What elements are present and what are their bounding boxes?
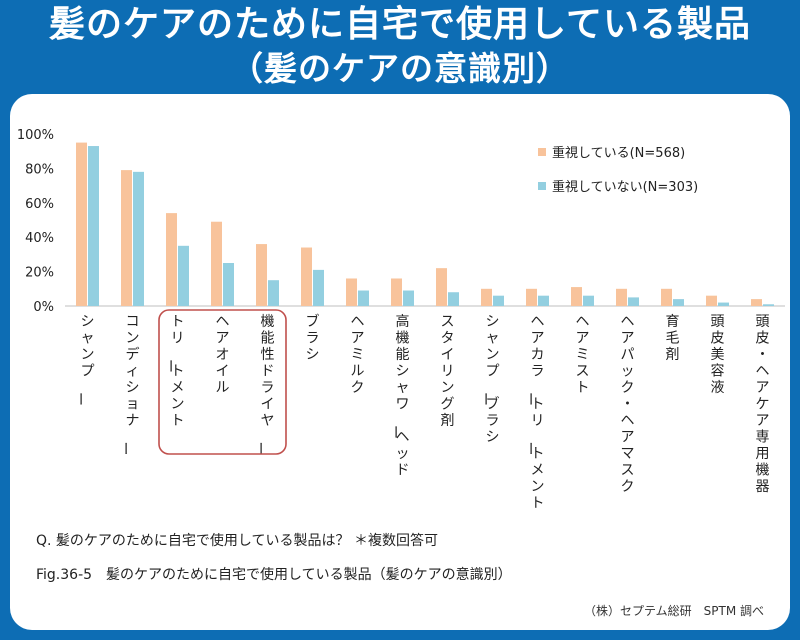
- bar-series1: [436, 268, 447, 306]
- category-label: 高機能シャワーヘッド: [387, 313, 410, 479]
- category-label: ブラシ: [306, 313, 320, 363]
- bar-series1: [571, 287, 582, 306]
- bar-series2: [718, 302, 729, 306]
- category-label: ヘアミスト: [576, 314, 590, 396]
- bar-series1: [76, 142, 87, 306]
- bar-series2: [88, 146, 99, 306]
- bar-series1: [391, 278, 402, 306]
- bar-series2: [538, 295, 549, 306]
- legend-label: 重視していない(N=303): [552, 179, 698, 195]
- bar-series1: [301, 247, 312, 306]
- bar-series2: [268, 280, 279, 306]
- bar-series1: [706, 295, 717, 306]
- bar-series1: [661, 288, 672, 306]
- category-label: 機能性ドライヤー: [252, 314, 275, 456]
- survey-question: Q. 髪のケアのために自宅で使用している製品は？ ＊複数回答可: [36, 533, 438, 549]
- bar-series1: [211, 221, 222, 306]
- chart-panel: 0% 20% 40% 60% 80% 100% シャンプー コンディショナー トリートメント ヘア…: [10, 94, 790, 630]
- highlight-box: [158, 309, 287, 455]
- category-label: コンディショナー: [117, 314, 140, 456]
- legend-swatch: [538, 182, 546, 190]
- bar-series2: [178, 245, 189, 306]
- bar-series1: [166, 213, 177, 306]
- category-label: 頭皮美容液: [711, 314, 725, 396]
- bar-series1: [526, 288, 537, 306]
- legend-swatch: [538, 148, 546, 156]
- bar-series2: [223, 263, 234, 306]
- y-tick-label: 0%: [33, 300, 54, 315]
- bar-series1: [751, 299, 762, 306]
- bar-series2: [448, 292, 459, 306]
- bar-series1: [256, 244, 267, 306]
- bar-series1: [121, 170, 132, 306]
- bar-series2: [628, 297, 639, 306]
- category-label: シャンプー: [72, 314, 95, 406]
- category-label: ヘアミルク: [351, 314, 365, 396]
- category-label: スタイリング剤: [441, 314, 455, 429]
- bar-series2: [673, 299, 684, 306]
- category-label: 育毛剤: [666, 314, 680, 363]
- y-tick-label: 100%: [17, 128, 54, 143]
- category-label: 頭皮・ヘアケア専用機器: [756, 314, 770, 495]
- bar-series2: [763, 304, 774, 306]
- category-label: ヘアカラートリートメント: [522, 314, 545, 512]
- figure-caption: Fig.36-5 髪のケアのために自宅で使用している製品（髪のケアの意識別）: [36, 567, 512, 583]
- y-tick-label: 80%: [25, 162, 54, 177]
- bar-series2: [133, 171, 144, 306]
- legend-label: 重視している(N=568): [552, 145, 685, 161]
- y-tick-label: 60%: [25, 197, 54, 212]
- y-tick-label: 40%: [25, 231, 54, 246]
- category-label: ヘアオイル: [216, 314, 230, 396]
- source-credit: （株）セプテム総研 SPTM 調べ: [584, 604, 764, 618]
- category-label: ヘアパック・ヘアマスク: [621, 314, 635, 495]
- category-label: シャンプーブラシ: [477, 314, 500, 446]
- bar-series2: [493, 295, 504, 306]
- title-line-1: 髪のケアのために自宅で使用している製品: [49, 4, 751, 45]
- category-label: トリートメント: [162, 314, 185, 429]
- bar-series1: [481, 288, 492, 306]
- bar-series2: [313, 269, 324, 306]
- bar-series1: [616, 288, 627, 306]
- bar-series2: [358, 290, 369, 306]
- y-tick-label: 20%: [25, 266, 54, 281]
- title-line-2: （髪のケアの意識別）: [230, 49, 570, 88]
- bar-series1: [346, 278, 357, 306]
- bar-series2: [403, 290, 414, 306]
- bar-series2: [583, 295, 594, 306]
